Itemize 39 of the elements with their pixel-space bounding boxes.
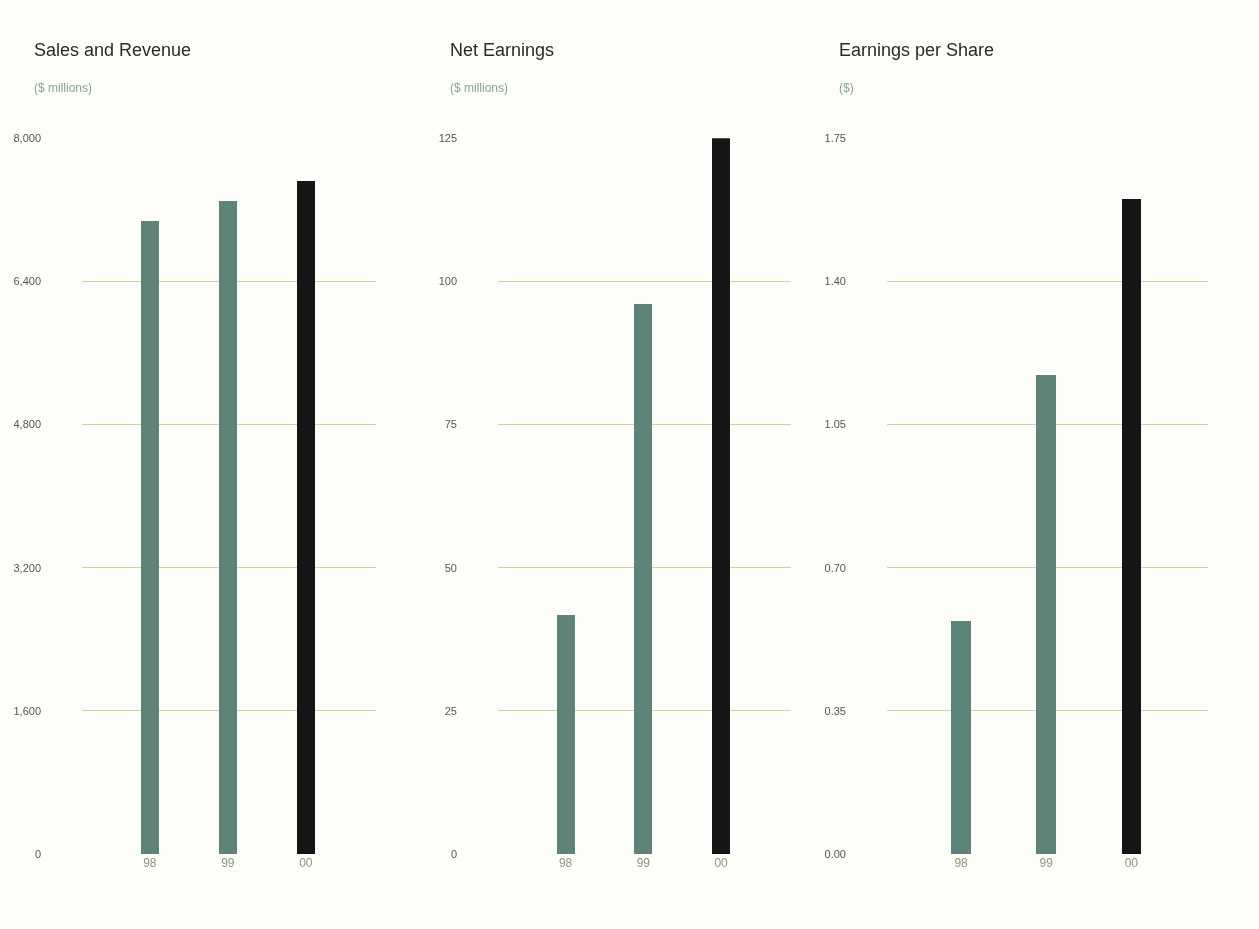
y-tick-label: 50: [444, 561, 457, 574]
y-tick-label: 6,400: [13, 275, 41, 288]
x-tick-label: 00: [714, 855, 729, 870]
bar: [951, 621, 971, 854]
chart-title: Net Earnings: [450, 40, 555, 60]
chart-subtitle: ($ millions): [34, 81, 93, 95]
chart-title: Earnings per Share: [839, 40, 995, 60]
bar: [1036, 375, 1056, 854]
y-tick-label: 1.75: [824, 132, 846, 145]
y-tick-label: 1,600: [13, 704, 41, 717]
y-tick-label: 25: [444, 704, 457, 717]
y-tick-label: 0: [450, 847, 457, 860]
x-tick-label: 99: [636, 855, 651, 870]
y-tick-label: 125: [438, 132, 457, 145]
x-tick-label: 00: [299, 855, 313, 870]
bar: [634, 304, 652, 854]
bar: [557, 615, 575, 854]
y-tick-label: 1.05: [824, 418, 846, 431]
x-tick-label: 99: [1039, 855, 1054, 870]
y-tick-label: 0: [34, 847, 41, 860]
x-tick-label: 98: [143, 855, 157, 870]
x-tick-label: 00: [1124, 855, 1139, 870]
chart-title: Sales and Revenue: [34, 40, 192, 60]
y-tick-label: 0.70: [824, 561, 846, 574]
bar: [1122, 199, 1141, 854]
x-tick-label: 99: [221, 855, 235, 870]
chart-subtitle: ($ millions): [450, 81, 509, 95]
bar: [712, 138, 730, 854]
y-tick-label: 75: [444, 418, 457, 431]
y-tick-label: 0.35: [824, 704, 846, 717]
y-tick-label: 0.00: [824, 847, 846, 860]
y-tick-label: 8,000: [13, 132, 41, 145]
y-tick-label: 100: [438, 275, 457, 288]
x-tick-label: 98: [558, 855, 573, 870]
y-tick-label: 4,800: [13, 418, 41, 431]
x-tick-label: 98: [954, 855, 969, 870]
chart-subtitle: ($): [839, 81, 854, 95]
y-tick-label: 3,200: [13, 561, 41, 574]
y-tick-label: 1.40: [824, 275, 846, 288]
